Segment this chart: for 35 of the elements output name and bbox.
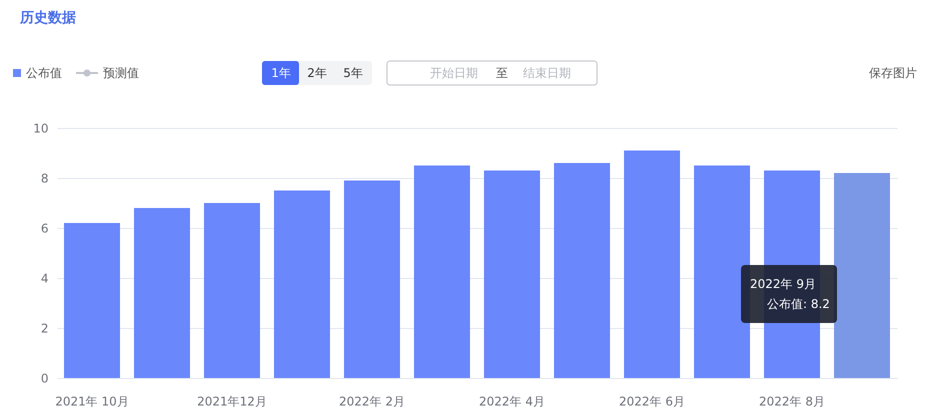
x-tick-label: 2022年 8月 bbox=[759, 394, 825, 408]
x-tick-label: 2021年12月 bbox=[197, 394, 267, 408]
x-tick-label: 2022年 6月 bbox=[619, 394, 685, 408]
bar bbox=[414, 166, 470, 378]
y-tick-label: 2 bbox=[40, 322, 48, 336]
bar bbox=[64, 223, 120, 378]
bar bbox=[274, 190, 330, 378]
annotation: 公布值: 8.2 bbox=[767, 297, 830, 311]
legend-label: 公布值 bbox=[26, 66, 62, 80]
text: 2年 bbox=[307, 66, 327, 80]
text: 至 bbox=[496, 66, 508, 80]
chart-title: 历史数据 bbox=[19, 10, 76, 26]
text: 结束日期 bbox=[523, 66, 571, 80]
bar bbox=[204, 203, 260, 378]
annotation: 2022年 9月 bbox=[750, 277, 816, 291]
x-tick-label: 2022年 2月 bbox=[339, 394, 405, 408]
x-tick-label: 2021年 10月 bbox=[55, 394, 129, 408]
text: 1年 bbox=[271, 66, 291, 80]
bar bbox=[484, 170, 540, 378]
y-tick-label: 6 bbox=[40, 222, 48, 236]
y-tick-label: 4 bbox=[40, 272, 48, 286]
legend-label: 预测值 bbox=[103, 66, 139, 80]
bar bbox=[694, 166, 750, 378]
bar bbox=[624, 150, 680, 378]
text: 5年 bbox=[343, 66, 363, 80]
bar bbox=[344, 180, 400, 378]
y-tick-label: 10 bbox=[33, 122, 48, 136]
text: 保存图片 bbox=[869, 66, 917, 80]
x-tick-label: 2022年 4月 bbox=[479, 394, 545, 408]
text: 开始日期 bbox=[430, 66, 478, 80]
y-tick-label: 8 bbox=[40, 172, 48, 186]
bar bbox=[554, 163, 610, 378]
bar bbox=[834, 173, 890, 378]
bar bbox=[134, 208, 190, 378]
y-tick-label: 0 bbox=[40, 372, 48, 386]
